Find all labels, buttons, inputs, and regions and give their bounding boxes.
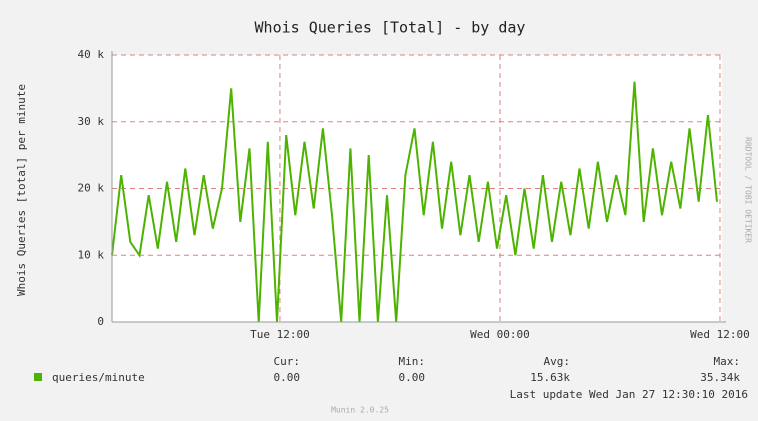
x-tick-label: Tue 12:00 bbox=[250, 328, 310, 341]
legend-header: Max: bbox=[714, 355, 741, 368]
chart-title: Whois Queries [Total] - by day bbox=[255, 19, 526, 37]
legend-header: Avg: bbox=[544, 355, 571, 368]
y-tick-label: 40 k bbox=[78, 48, 105, 61]
legend-header: Min: bbox=[399, 355, 426, 368]
y-tick-label: 30 k bbox=[78, 115, 105, 128]
data-line bbox=[111, 81, 718, 323]
legend-label: queries/minute bbox=[52, 371, 145, 384]
side-note: RRDTOOL / TOBI OETIKER bbox=[744, 137, 753, 243]
y-tick-label: 20 k bbox=[78, 182, 105, 195]
legend-swatch bbox=[34, 373, 42, 381]
legend-value: 0.00 bbox=[274, 371, 301, 384]
legend-value: 15.63k bbox=[530, 371, 570, 384]
last-update: Last update Wed Jan 27 12:30:10 2016 bbox=[510, 388, 748, 401]
legend-value: 0.00 bbox=[399, 371, 426, 384]
x-tick-label: Wed 00:00 bbox=[470, 328, 530, 341]
legend-value: 35.34k bbox=[700, 371, 740, 384]
footer: Munin 2.0.25 bbox=[331, 406, 389, 415]
y-tick-label: 10 k bbox=[78, 248, 105, 261]
y-tick-label: 0 bbox=[97, 315, 104, 328]
y-axis-label: Whois Queries [total] per minute bbox=[15, 84, 28, 296]
x-tick-label: Wed 12:00 bbox=[690, 328, 750, 341]
legend-header: Cur: bbox=[274, 355, 301, 368]
